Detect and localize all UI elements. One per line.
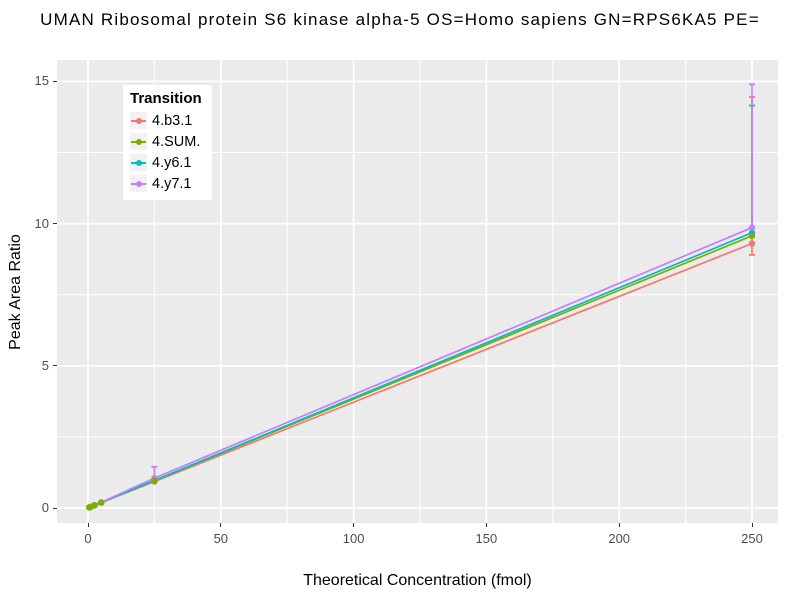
data-point-4.SUM. bbox=[98, 499, 105, 506]
legend-entry-label: 4.SUM. bbox=[152, 133, 201, 150]
legend-entry: 4.b3.1 bbox=[130, 110, 202, 131]
legend-box: Transition 4.b3.1 4.SUM. 4.y6.1 4.y7.1 bbox=[123, 85, 212, 200]
y-tick-mark bbox=[53, 80, 57, 82]
series-line-4.y6.1 bbox=[88, 231, 753, 509]
legend-entry-label: 4.y7.1 bbox=[152, 175, 192, 192]
x-tick-label: 0 bbox=[84, 531, 92, 546]
x-tick-mark bbox=[220, 523, 222, 527]
x-axis-title: Theoretical Concentration (fmol) bbox=[303, 572, 532, 589]
y-tick-mark bbox=[53, 365, 57, 367]
legend-entry-label: 4.y6.1 bbox=[152, 154, 192, 171]
x-tick-mark bbox=[87, 523, 89, 527]
chart-canvas bbox=[57, 60, 778, 523]
y-tick-mark bbox=[53, 223, 57, 225]
x-tick-mark bbox=[485, 523, 487, 527]
data-point-4.b3.1 bbox=[748, 240, 756, 247]
x-tick-mark bbox=[353, 523, 355, 527]
series-line-4.b3.1 bbox=[88, 242, 753, 509]
x-tick-label: 150 bbox=[475, 531, 498, 546]
legend-key-swatch bbox=[130, 112, 147, 129]
legend-key-swatch bbox=[130, 133, 147, 150]
x-tick-mark bbox=[751, 523, 753, 527]
legend-key-swatch bbox=[130, 175, 147, 192]
x-tick-label: 50 bbox=[213, 531, 229, 546]
y-tick-mark bbox=[53, 507, 57, 509]
x-tick-label: 250 bbox=[741, 531, 763, 546]
plot-title: UMAN Ribosomal protein S6 kinase alpha-5… bbox=[40, 10, 760, 29]
x-tick-mark bbox=[618, 523, 620, 527]
plot-panel: Transition 4.b3.1 4.SUM. 4.y6.1 4.y7.1 bbox=[57, 60, 778, 523]
data-point-4.SUM. bbox=[91, 501, 98, 509]
y-tick-label: 0 bbox=[41, 500, 49, 515]
legend-entry-label: 4.b3.1 bbox=[152, 112, 193, 129]
y-tick-label: 5 bbox=[41, 357, 49, 373]
x-tick-label: 100 bbox=[342, 531, 365, 546]
x-tick-label: 200 bbox=[608, 531, 631, 546]
data-point-4.SUM. bbox=[151, 477, 158, 484]
legend-entry: 4.SUM. bbox=[130, 131, 202, 152]
y-tick-label: 15 bbox=[34, 73, 49, 89]
legend-entry: 4.y6.1 bbox=[130, 152, 202, 173]
y-axis-title: Peak Area Ratio bbox=[7, 234, 24, 350]
legend-title: Transition bbox=[130, 90, 202, 107]
legend-entry: 4.y7.1 bbox=[130, 173, 202, 194]
legend-key-swatch bbox=[130, 154, 147, 171]
data-point-4.y7.1 bbox=[748, 224, 756, 231]
data-point-4.SUM. bbox=[748, 232, 756, 240]
y-tick-label: 10 bbox=[34, 215, 49, 231]
